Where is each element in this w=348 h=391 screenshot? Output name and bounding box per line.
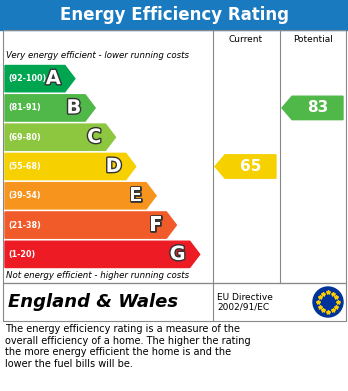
Text: Very energy efficient - lower running costs: Very energy efficient - lower running co… xyxy=(6,52,189,61)
Text: (92-100): (92-100) xyxy=(8,74,46,83)
Bar xyxy=(3,283,346,321)
Text: (69-80): (69-80) xyxy=(8,133,41,142)
Text: Potential: Potential xyxy=(293,34,333,43)
Polygon shape xyxy=(5,212,176,238)
Polygon shape xyxy=(5,153,136,179)
Text: (1-20): (1-20) xyxy=(8,250,35,259)
Text: (55-68): (55-68) xyxy=(8,162,41,171)
Text: Energy Efficiency Rating: Energy Efficiency Rating xyxy=(60,6,288,24)
Text: A: A xyxy=(46,69,61,88)
Polygon shape xyxy=(215,155,276,178)
Text: C: C xyxy=(87,128,102,147)
Text: B: B xyxy=(66,99,81,117)
Polygon shape xyxy=(5,241,200,267)
Text: (21-38): (21-38) xyxy=(8,221,41,230)
Bar xyxy=(0,0,348,30)
Text: 2002/91/EC: 2002/91/EC xyxy=(217,303,269,312)
Polygon shape xyxy=(5,66,75,92)
Text: Current: Current xyxy=(229,34,263,43)
Text: (39-54): (39-54) xyxy=(8,191,41,200)
Polygon shape xyxy=(5,183,156,209)
Text: E: E xyxy=(129,186,142,205)
Polygon shape xyxy=(5,95,95,121)
Text: England & Wales: England & Wales xyxy=(8,293,178,311)
Bar xyxy=(3,30,346,283)
Text: (81-91): (81-91) xyxy=(8,104,41,113)
Text: 83: 83 xyxy=(307,100,328,115)
Text: EU Directive: EU Directive xyxy=(217,294,273,303)
Polygon shape xyxy=(5,124,116,151)
Text: 65: 65 xyxy=(240,159,261,174)
Circle shape xyxy=(313,287,343,317)
Text: G: G xyxy=(169,245,186,264)
Text: F: F xyxy=(149,215,163,235)
Text: D: D xyxy=(106,157,122,176)
Polygon shape xyxy=(282,96,343,120)
Text: Not energy efficient - higher running costs: Not energy efficient - higher running co… xyxy=(6,271,189,280)
Text: The energy efficiency rating is a measure of the
overall efficiency of a home. T: The energy efficiency rating is a measur… xyxy=(5,324,251,369)
